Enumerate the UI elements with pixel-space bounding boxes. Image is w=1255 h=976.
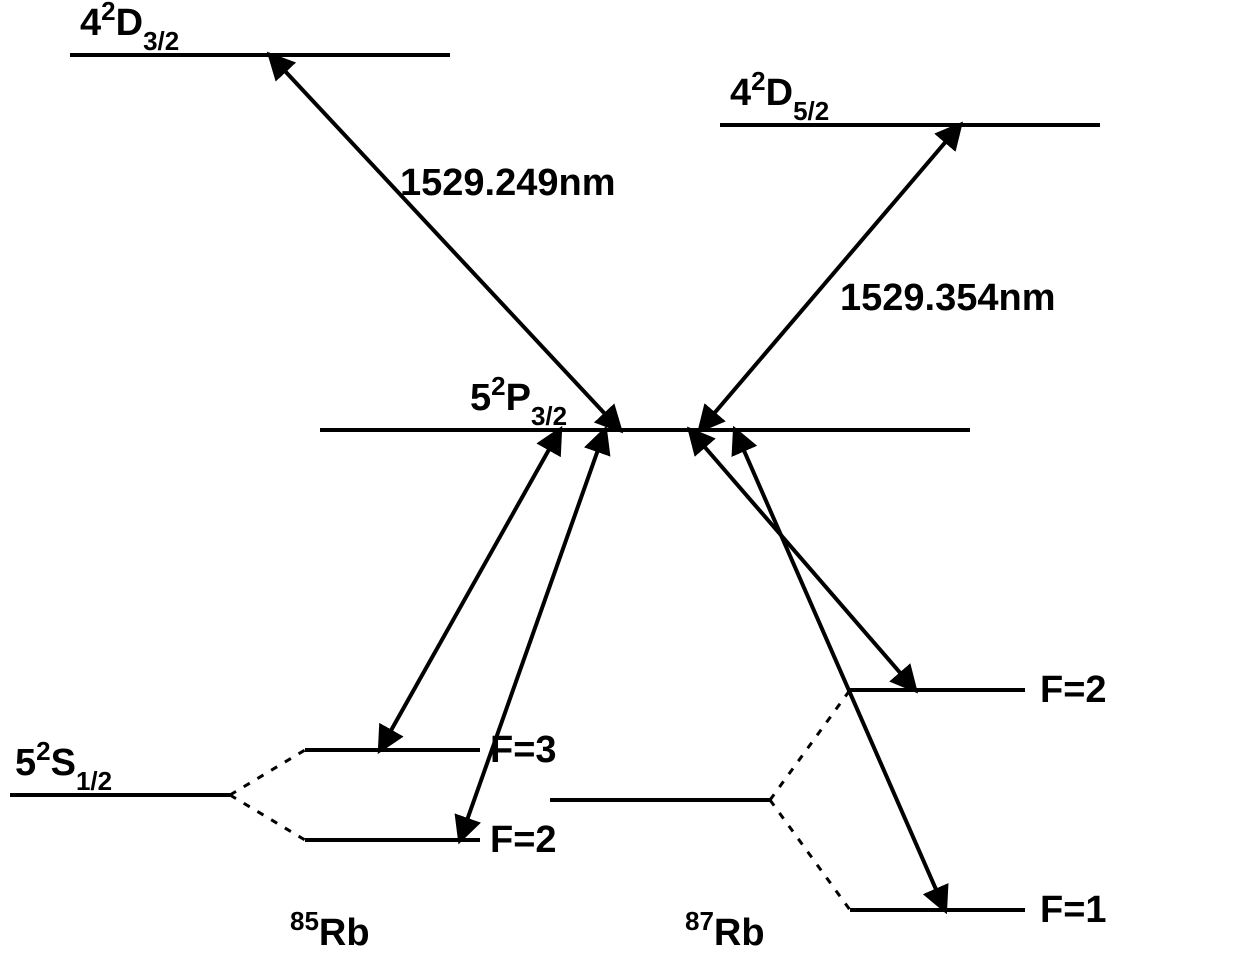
label-d32: 42D3/2 bbox=[80, 0, 179, 56]
label-p32: 52P3/2 bbox=[470, 371, 567, 431]
dash-1 bbox=[230, 795, 305, 840]
label-f2b: F=2 bbox=[1040, 669, 1107, 711]
transition-arrow-4 bbox=[690, 430, 915, 690]
label-rb85: 85Rb bbox=[290, 906, 370, 954]
label-wl2: 1529.354nm bbox=[840, 277, 1056, 319]
label-f1: F=1 bbox=[1040, 889, 1107, 931]
label-f2a: F=2 bbox=[490, 819, 557, 861]
label-f3: F=3 bbox=[490, 729, 557, 771]
dash-3 bbox=[770, 800, 850, 910]
dash-2 bbox=[770, 690, 850, 800]
dash-0 bbox=[230, 750, 305, 795]
label-wl1: 1529.249nm bbox=[400, 162, 616, 204]
label-d52: 42D5/2 bbox=[730, 66, 829, 126]
transition-arrow-3 bbox=[460, 430, 605, 840]
transition-arrow-2 bbox=[380, 430, 560, 750]
label-rb87: 87Rb bbox=[685, 906, 765, 954]
transition-arrow-5 bbox=[735, 430, 945, 910]
transition-arrow-0 bbox=[270, 55, 620, 430]
label-s12: 52S1/2 bbox=[15, 736, 112, 796]
